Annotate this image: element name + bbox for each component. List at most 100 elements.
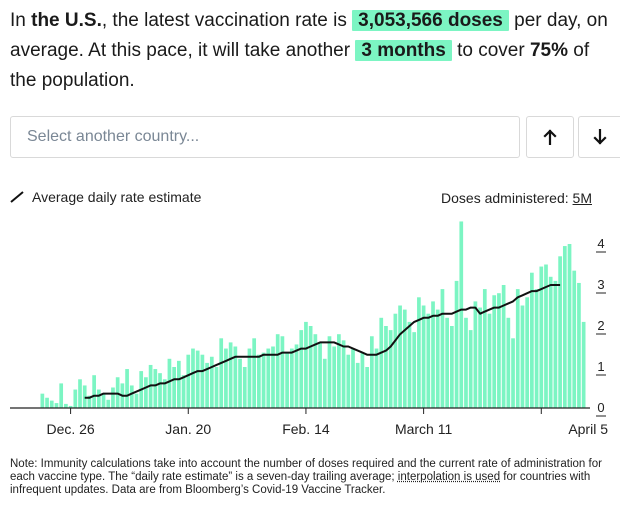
bar xyxy=(195,350,200,408)
bar xyxy=(153,369,158,408)
x-tick-label: April 5 xyxy=(568,421,608,437)
bar xyxy=(162,379,167,408)
bar xyxy=(64,403,68,408)
bar xyxy=(73,389,78,408)
bar xyxy=(181,375,186,408)
vaccination-chart: 0 1 2 3 4 Dec. 26 Jan. 20 Feb. 14 March 11 April … xyxy=(10,221,608,437)
bar xyxy=(266,348,271,408)
bar xyxy=(435,309,440,408)
bar xyxy=(539,266,544,408)
bar xyxy=(412,332,417,408)
arrow-up-icon xyxy=(543,129,557,145)
bar xyxy=(257,354,261,408)
line-legend-icon xyxy=(10,191,24,203)
time-highlight: 3 months xyxy=(355,40,452,61)
bar xyxy=(402,309,407,408)
bar xyxy=(515,289,520,408)
bar xyxy=(233,346,238,408)
bar xyxy=(548,276,553,408)
bar xyxy=(468,330,473,408)
bar xyxy=(341,340,346,408)
y-axis-title: Doses administered: 5M xyxy=(441,190,592,206)
bar xyxy=(177,360,181,408)
bar xyxy=(332,346,337,408)
bar xyxy=(567,244,572,408)
bar xyxy=(271,346,275,408)
x-tick-label: March 11 xyxy=(395,421,453,437)
bar xyxy=(247,348,252,408)
bar xyxy=(346,354,351,408)
bar xyxy=(393,313,398,408)
bar xyxy=(553,280,558,408)
bar xyxy=(360,352,365,408)
bar xyxy=(294,344,299,408)
bar xyxy=(299,330,304,408)
bar xyxy=(82,385,87,408)
y-tick-label: 0 xyxy=(597,400,604,415)
legend-label: Average daily rate estimate xyxy=(32,189,202,205)
headline: In the U.S., the latest vaccination rate… xyxy=(10,10,608,91)
bar xyxy=(398,305,402,408)
bar xyxy=(261,352,266,408)
bar xyxy=(219,338,224,408)
bar xyxy=(501,285,506,408)
bar xyxy=(388,330,393,408)
bar xyxy=(492,295,497,408)
bar xyxy=(313,334,318,408)
bar xyxy=(209,356,214,408)
bar xyxy=(440,289,445,408)
bar xyxy=(511,338,515,408)
bar xyxy=(431,301,435,408)
bar xyxy=(417,297,421,408)
previous-country-button[interactable] xyxy=(526,116,574,158)
average-line xyxy=(84,284,561,399)
bar xyxy=(275,334,280,408)
bar xyxy=(101,393,106,408)
bar xyxy=(78,379,82,408)
bar xyxy=(369,336,374,408)
bar xyxy=(506,317,511,408)
y-tick-label: 1 xyxy=(597,359,604,374)
bar xyxy=(421,305,426,408)
bar xyxy=(308,326,313,408)
bar xyxy=(280,336,285,408)
y-tick-label: 3 xyxy=(597,277,604,292)
bar xyxy=(530,272,534,408)
bar xyxy=(172,367,176,408)
bar xyxy=(379,317,384,408)
bar xyxy=(374,348,379,408)
coverage-percent: 75% xyxy=(529,40,568,61)
country-search-input[interactable] xyxy=(10,116,520,158)
chart-legend: Average daily rate estimate xyxy=(10,189,201,205)
interpolation-link[interactable]: interpolation is used xyxy=(397,471,501,483)
bar xyxy=(158,373,162,408)
bar xyxy=(68,405,73,408)
bar xyxy=(544,264,548,408)
bar xyxy=(534,289,539,408)
bar xyxy=(497,293,501,408)
bar xyxy=(384,326,388,408)
bar xyxy=(562,246,567,408)
x-tick-label: Feb. 14 xyxy=(282,421,330,437)
arrow-down-icon xyxy=(592,129,607,145)
bar xyxy=(111,387,115,408)
bar xyxy=(129,385,134,408)
bar xyxy=(572,270,577,408)
bar xyxy=(144,377,148,408)
bar xyxy=(214,367,219,408)
bar xyxy=(426,313,431,408)
bar xyxy=(365,367,369,408)
next-country-button[interactable] xyxy=(578,116,620,158)
bar xyxy=(558,256,562,408)
bar xyxy=(304,321,308,408)
bar xyxy=(525,297,530,408)
bar xyxy=(186,354,191,408)
daily-rate-highlight: 3,053,566 doses xyxy=(352,10,509,31)
bar xyxy=(473,301,478,408)
bar xyxy=(289,348,294,408)
x-tick-label: Dec. 26 xyxy=(46,421,94,437)
bar xyxy=(167,358,172,408)
bar xyxy=(520,305,525,408)
bar xyxy=(106,399,111,408)
footnote: Note: Immunity calculations take into ac… xyxy=(10,458,602,496)
